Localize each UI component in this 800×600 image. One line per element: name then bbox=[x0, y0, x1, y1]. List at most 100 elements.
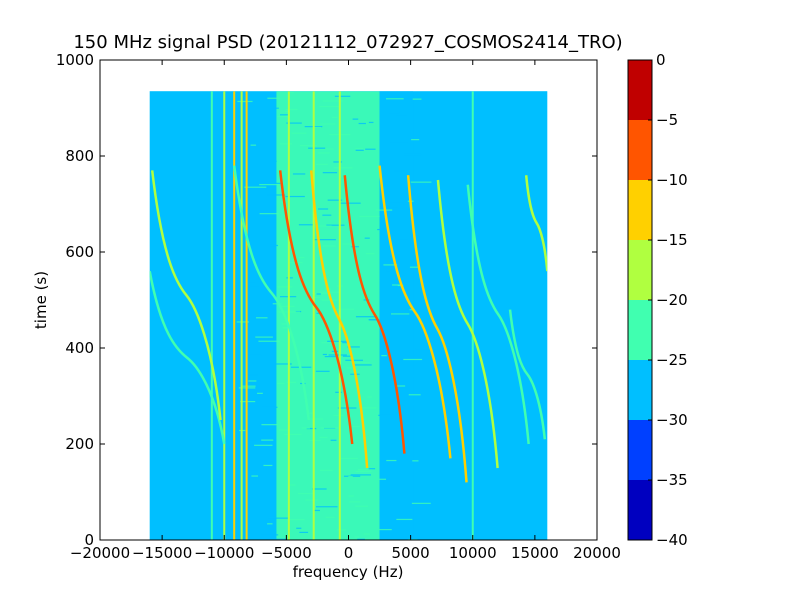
texture-fleck bbox=[324, 355, 338, 358]
texture-fleck bbox=[255, 336, 273, 338]
texture-fleck bbox=[396, 385, 406, 387]
texture-fleck bbox=[388, 111, 400, 114]
texture-fleck bbox=[245, 374, 259, 376]
texture-fleck bbox=[396, 518, 413, 521]
texture-fleck bbox=[411, 502, 431, 504]
texture-fleck bbox=[368, 121, 374, 124]
texture-fleck bbox=[364, 237, 370, 239]
texture-fleck bbox=[306, 427, 317, 430]
texture-fleck bbox=[350, 474, 372, 476]
texture-fleck bbox=[267, 182, 282, 184]
texture-fleck bbox=[321, 342, 333, 344]
colorbar-segment bbox=[628, 240, 652, 300]
texture-fleck bbox=[409, 266, 420, 268]
x-tick-label: 15000 bbox=[511, 544, 559, 562]
doppler-track-9 bbox=[466, 184, 530, 445]
texture-fleck bbox=[354, 364, 372, 366]
y-tick-label: 1000 bbox=[56, 51, 94, 69]
colorbar-tick-label: −20 bbox=[656, 291, 688, 309]
texture-fleck bbox=[312, 488, 327, 490]
texture-fleck bbox=[268, 517, 290, 519]
texture-fleck bbox=[386, 459, 397, 462]
texture-fleck bbox=[319, 436, 328, 438]
colorbar-segment bbox=[628, 300, 652, 360]
texture-fleck bbox=[261, 424, 278, 426]
texture-fleck bbox=[315, 370, 330, 372]
texture-fleck bbox=[335, 391, 342, 393]
texture-fleck bbox=[282, 327, 289, 329]
texture-fleck bbox=[246, 424, 260, 426]
texture-fleck bbox=[301, 427, 310, 429]
y-axis-label: time (s) bbox=[32, 271, 50, 329]
texture-fleck bbox=[378, 414, 395, 416]
x-tick-label: 10000 bbox=[449, 544, 497, 562]
texture-fleck bbox=[413, 537, 419, 539]
texture-fleck bbox=[249, 440, 257, 442]
y-tick-label: 0 bbox=[84, 531, 94, 549]
texture-fleck bbox=[357, 538, 365, 540]
texture-fleck bbox=[316, 293, 321, 295]
texture-fleck bbox=[286, 122, 302, 124]
colorbar-segment bbox=[628, 60, 652, 120]
texture-fleck bbox=[322, 245, 336, 247]
texture-fleck bbox=[259, 184, 280, 186]
texture-fleck bbox=[412, 460, 419, 462]
texture-fleck bbox=[299, 144, 318, 147]
colorbar-tick-label: −30 bbox=[656, 411, 688, 429]
doppler-track-6 bbox=[378, 165, 452, 459]
texture-fleck bbox=[347, 346, 360, 348]
texture-fleck bbox=[245, 382, 257, 384]
texture-fleck bbox=[408, 394, 421, 396]
texture-fleck bbox=[314, 239, 336, 241]
colorbar-tick-label: −35 bbox=[656, 471, 688, 489]
texture-fleck bbox=[412, 98, 422, 100]
texture-fleck bbox=[285, 195, 305, 198]
texture-fleck bbox=[351, 246, 359, 248]
texture-fleck bbox=[269, 244, 278, 247]
texture-fleck bbox=[267, 194, 286, 196]
doppler-track-1 bbox=[150, 170, 222, 421]
texture-fleck bbox=[276, 382, 285, 385]
texture-fleck bbox=[241, 470, 258, 472]
texture-fleck bbox=[333, 414, 344, 416]
texture-fleck bbox=[256, 392, 263, 394]
texture-fleck bbox=[319, 123, 336, 125]
y-tick-label: 200 bbox=[65, 435, 94, 453]
texture-fleck bbox=[297, 492, 315, 495]
texture-fleck bbox=[413, 375, 431, 377]
texture-fleck bbox=[237, 100, 253, 103]
texture-fleck bbox=[357, 469, 372, 471]
texture-fleck bbox=[338, 457, 358, 459]
texture-fleck bbox=[383, 264, 398, 266]
texture-fleck bbox=[281, 323, 287, 325]
texture-fleck bbox=[261, 439, 274, 441]
texture-fleck bbox=[365, 148, 376, 150]
texture-fleck bbox=[291, 132, 307, 134]
texture-fleck bbox=[390, 313, 410, 315]
colorbar-tick-label: −40 bbox=[656, 531, 688, 549]
texture-fleck bbox=[245, 354, 262, 357]
texture-fleck bbox=[251, 475, 259, 477]
x-tick-label: 5000 bbox=[392, 544, 430, 562]
x-tick-label: 20000 bbox=[573, 544, 621, 562]
texture-fleck bbox=[392, 284, 402, 286]
texture-fleck bbox=[349, 501, 361, 503]
colorbar-segment bbox=[628, 120, 652, 180]
y-tick-label: 800 bbox=[65, 147, 94, 165]
texture-fleck bbox=[320, 427, 339, 429]
texture-fleck bbox=[355, 470, 372, 473]
texture-fleck bbox=[403, 153, 422, 156]
texture-fleck bbox=[299, 531, 309, 533]
texture-fleck bbox=[386, 270, 391, 272]
texture-fleck bbox=[313, 225, 332, 227]
texture-fleck bbox=[317, 152, 330, 154]
heatmap-band-0 bbox=[276, 91, 380, 540]
texture-fleck bbox=[267, 97, 280, 99]
texture-fleck bbox=[275, 363, 292, 365]
texture-fleck bbox=[352, 118, 359, 120]
texture-fleck bbox=[321, 299, 338, 301]
texture-fleck bbox=[403, 358, 423, 361]
doppler-track-7 bbox=[406, 175, 468, 483]
texture-fleck bbox=[270, 403, 275, 405]
colorbar-segment bbox=[628, 180, 652, 240]
